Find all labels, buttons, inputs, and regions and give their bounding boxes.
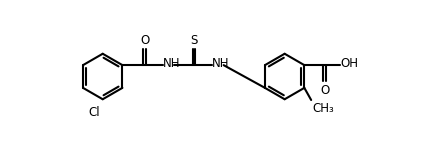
Text: Cl: Cl — [88, 106, 100, 119]
Text: O: O — [140, 34, 149, 47]
Text: S: S — [190, 34, 198, 47]
Text: NH: NH — [212, 58, 230, 71]
Text: OH: OH — [340, 58, 358, 71]
Text: O: O — [320, 84, 329, 97]
Text: CH₃: CH₃ — [312, 102, 334, 114]
Text: NH: NH — [163, 58, 181, 71]
